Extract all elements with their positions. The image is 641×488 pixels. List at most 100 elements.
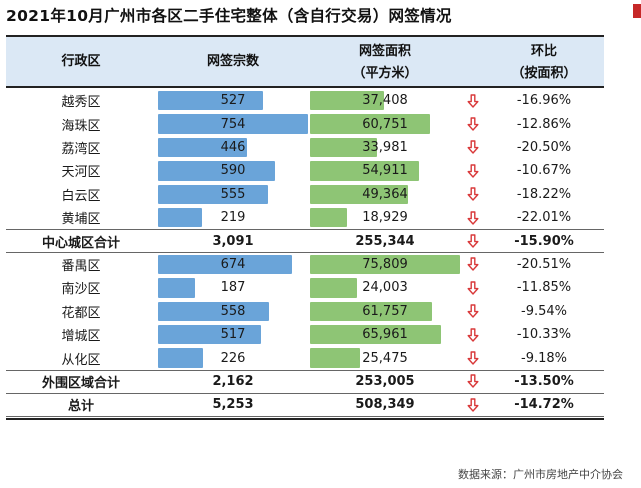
area-bar [310,184,408,204]
deals-value: 5,253 [212,397,254,413]
row-divider [6,393,604,395]
area-value: 508,349 [355,397,415,413]
deals-bar [158,184,269,204]
row-divider [6,229,604,231]
district-label: 海珠区 [61,118,101,134]
change-value: -22.01% [516,210,572,226]
down-arrow-icon [462,229,484,252]
area-value: 37,408 [362,93,408,109]
corner-accent [633,4,641,18]
area-value: 75,809 [362,256,408,272]
header-deals: 网签宗数 [206,54,259,69]
subtotal-row: 总计 5,253 508,349 -14.72% [6,393,604,416]
area-bar [310,278,358,298]
down-arrow-icon [462,253,484,276]
header-area-line2: （平方米） [352,66,418,81]
down-arrow-icon [462,206,484,229]
deals-value: 3,091 [212,233,254,249]
district-label: 花都区 [61,305,101,321]
area-value: 61,757 [362,303,408,319]
top-rule [6,35,604,37]
area-bar [310,325,441,345]
area-bar [310,348,361,368]
deals-value: 517 [220,327,246,343]
area-value: 253,005 [355,373,415,389]
down-arrow-icon [462,370,484,393]
change-value: -11.85% [516,280,572,296]
change-value: -14.72% [514,397,574,413]
row-divider [6,252,604,254]
data-source: 数据来源：广州市房地产中介协会 [458,468,623,481]
area-value: 65,961 [362,327,408,343]
header-rule [6,86,604,88]
deals-bar [158,325,261,345]
area-bar [310,301,433,321]
district-label: 增城区 [61,329,101,345]
subtotal-row: 外围区域合计 2,162 253,005 -13.50% [6,370,604,393]
deals-bar [158,91,263,111]
change-value: -16.96% [516,93,572,109]
change-value: -20.51% [516,256,572,272]
header-change-line2: （按面积） [511,66,577,81]
district-label: 番禺区 [61,258,101,274]
down-arrow-icon [462,89,484,112]
deals-bar [158,301,269,321]
deals-bar [158,161,276,181]
area-bar [310,114,431,134]
area-value: 24,003 [362,280,408,296]
area-bar [310,91,385,111]
deals-bar [158,114,308,134]
header-area-line1: 网签面积 [358,44,411,59]
change-value: -9.18% [521,350,567,366]
down-arrow-icon [462,346,484,369]
deals-bar [158,278,196,298]
district-label: 越秀区 [61,95,101,111]
row-divider [6,416,604,418]
area-value: 18,929 [362,210,408,226]
table-row: 南沙区 187 24,003 -11.85% [6,276,604,299]
area-value: 49,364 [362,186,408,202]
area-bar [310,208,348,228]
district-label: 外围区域合计 [41,375,120,391]
deals-bar [158,137,247,158]
deals-value: 219 [220,210,246,226]
down-arrow-icon [462,136,484,159]
district-label: 从化区 [61,352,101,368]
down-arrow-icon [462,300,484,323]
table-row: 荔湾区 446 33,981 -20.50% [6,136,604,159]
down-arrow-icon [462,276,484,299]
area-value: 60,751 [362,116,408,132]
table-row: 海珠区 754 60,751 -12.86% [6,112,604,135]
header-band [6,36,604,88]
table-row: 从化区 226 25,475 -9.18% [6,346,604,369]
change-value: -13.50% [514,373,574,389]
bottom-rule [6,417,604,420]
down-arrow-icon [462,323,484,346]
table-row: 越秀区 527 37,408 -16.96% [6,89,604,112]
deals-value: 226 [220,350,246,366]
area-value: 25,475 [362,350,408,366]
header-district: 行政区 [61,54,101,69]
change-value: -10.33% [516,327,572,343]
table-row: 天河区 590 54,911 -10.67% [6,159,604,182]
district-label: 中心城区合计 [41,235,120,251]
area-value: 33,981 [362,139,408,155]
row-divider [6,369,604,371]
district-label: 总计 [67,399,94,415]
table-row: 黄埔区 219 18,929 -22.01% [6,206,604,229]
area-bar [310,137,378,158]
deals-bar [158,208,202,228]
deals-value: 558 [220,303,246,319]
deals-value: 446 [220,139,246,155]
deals-bar [158,348,203,368]
change-value: -18.22% [516,186,572,202]
change-value: -9.54% [521,303,567,319]
district-label: 黄埔区 [61,212,101,228]
district-label: 天河区 [61,165,101,181]
header-change-line1: 环比 [530,44,557,59]
district-label: 荔湾区 [61,141,101,157]
deals-value: 555 [220,186,246,202]
change-value: -20.50% [516,139,572,155]
deals-value: 674 [220,256,246,272]
table-row: 花都区 558 61,757 -9.54% [6,300,604,323]
